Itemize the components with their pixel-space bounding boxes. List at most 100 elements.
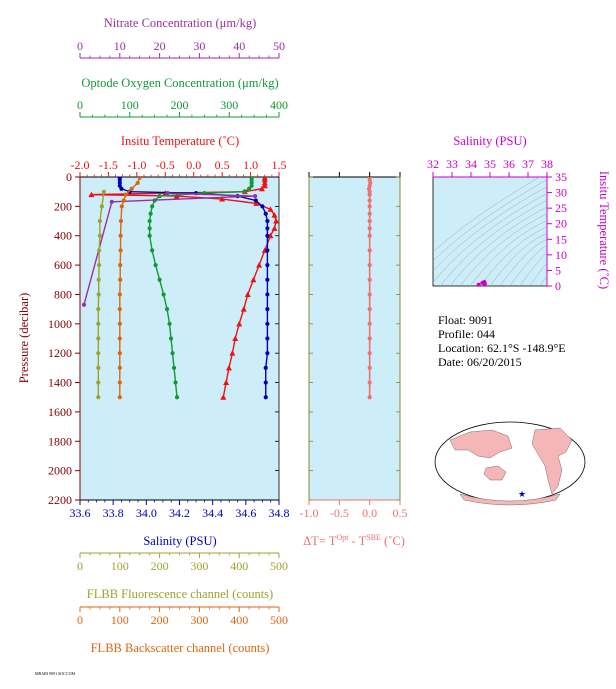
salinity-data-point: [265, 321, 270, 326]
temperature-data-point: [258, 185, 265, 192]
ts-y-tick-label: 20: [555, 217, 567, 231]
backscatter-data-point: [135, 180, 140, 185]
fluorescence-data-point: [99, 204, 104, 209]
backscatter-data-point: [117, 380, 122, 385]
ts-data-point: [476, 282, 481, 286]
nitrate-tick-label: 40: [233, 39, 245, 53]
backscatter-tick-label: 400: [230, 613, 248, 627]
ts-density-contour: [449, 206, 547, 286]
profile-series-layer: [81, 177, 279, 400]
footer-label: MBARI 9091 SOCCOM: [35, 671, 75, 676]
salinity-data-point: [265, 351, 270, 356]
delta-t-series-line: [368, 177, 372, 398]
ts-panel: [432, 176, 548, 287]
fluorescence-data-point: [96, 351, 101, 356]
backscatter-tick-label: 300: [190, 613, 208, 627]
temperature-tick-label: 0.0: [186, 158, 201, 172]
nitrate-data-point: [109, 199, 114, 204]
delta-t-data-point: [367, 365, 372, 370]
pressure-tick-label: 1200: [48, 346, 72, 360]
temperature-tick-label: -2.0: [71, 158, 90, 172]
ts-x-tick-label: 33: [446, 157, 458, 171]
oxygen-data-point: [168, 336, 174, 341]
backscatter-data-point: [117, 365, 122, 370]
oxygen-data-point: [174, 395, 180, 400]
backscatter-data-point: [118, 277, 123, 282]
nitrate-tick-label: 10: [114, 39, 126, 53]
fluorescence-tick-label: 0: [77, 559, 83, 573]
temperature-data-point: [244, 291, 251, 297]
delta-t-data-point: [367, 218, 372, 224]
delta-t-label-sup2: SBE: [366, 533, 381, 542]
ts-y-tick-label: 10: [555, 248, 567, 262]
oxygen-data-point: [147, 233, 152, 238]
temperature-data-point: [232, 335, 239, 341]
delta-t-data-point: [367, 351, 372, 356]
info-profile: Profile: 044: [438, 327, 495, 341]
delta-t-data-point: [367, 233, 372, 238]
fluorescence-data-point: [96, 365, 101, 370]
delta-t-data-point: [367, 321, 372, 326]
oxygen-data-point: [242, 189, 247, 194]
ts-x-tick-label: 35: [484, 157, 496, 171]
salinity-tick-label: 34.4: [202, 506, 223, 520]
delta-t-tick-label: -0.5: [330, 506, 349, 520]
salinity-data-point: [265, 233, 270, 238]
pressure-tick-label: 0: [66, 170, 72, 184]
fluorescence-data-point: [96, 336, 101, 341]
salinity-tick-label: 34.2: [169, 506, 190, 520]
pressure-tick-label: 200: [54, 199, 72, 213]
salinity-data-point: [263, 395, 268, 400]
salinity-data-point: [263, 380, 268, 385]
ts-y-tick-label: 30: [555, 186, 567, 200]
pressure-tick-label: 2000: [48, 464, 72, 478]
oxygen-tick-label: 0: [77, 98, 83, 112]
backscatter-data-point: [118, 248, 123, 253]
ts-density-contour: [433, 179, 547, 262]
temperature-tick-label: -1.5: [99, 158, 118, 172]
oxygen-data-point: [249, 180, 254, 185]
oxygen-data-point: [167, 321, 172, 326]
backscatter-data-point: [119, 204, 124, 209]
fluorescence-data-point: [97, 233, 102, 238]
nitrate-tick-label: 30: [193, 39, 205, 53]
ts-y-tick-label: 25: [555, 201, 567, 215]
delta-t-label-main: ΔT= T: [303, 534, 337, 548]
backscatter-data-point: [123, 192, 128, 197]
ts-x-tick-label: 38: [541, 157, 553, 171]
backscatter-data-point: [118, 233, 123, 238]
backscatter-data-point: [117, 307, 122, 312]
oxygen-data-point: [147, 218, 152, 224]
temperature-data-point: [229, 350, 236, 356]
pressure-tick-label: 800: [54, 287, 72, 301]
fluorescence-tick-label: 500: [270, 559, 288, 573]
fluorescence-data-point: [96, 277, 101, 282]
fluorescence-data-point: [96, 292, 101, 297]
fluorescence-tick-label: 300: [190, 559, 208, 573]
ts-density-contour: [539, 275, 547, 286]
ts-x-tick-label: 37: [522, 157, 534, 171]
ts-density-contour: [433, 186, 547, 272]
salinity-tick-label: 33.8: [103, 506, 124, 520]
temperature-data-point: [253, 200, 260, 206]
temperature-tick-label: -0.5: [156, 158, 175, 172]
oxygen-data-point: [161, 292, 166, 297]
ts-y-tick-label: 0: [555, 279, 561, 293]
backscatter-tick-label: 500: [270, 613, 288, 627]
nitrate-series-line: [83, 192, 256, 305]
backscatter-data-point: [121, 198, 126, 203]
salinity-axis-label: Salinity (PSU): [143, 534, 216, 548]
backscatter-data-point: [137, 177, 142, 180]
temperature-data-point: [271, 225, 278, 231]
temperature-tick-label: 0.5: [215, 158, 230, 172]
salinity-tick-label: 33.6: [70, 506, 91, 520]
oxygen-data-point: [150, 248, 155, 253]
delta-t-series-layer: [366, 177, 373, 400]
ts-layer: [433, 177, 547, 286]
oxygen-data-point: [170, 351, 175, 356]
salinity-data-point: [265, 262, 270, 268]
oxygen-data-point: [173, 380, 178, 385]
info-float: Float: 9091: [438, 313, 493, 327]
oxygen-data-point: [249, 183, 254, 188]
delta-t-data-point: [367, 395, 372, 400]
